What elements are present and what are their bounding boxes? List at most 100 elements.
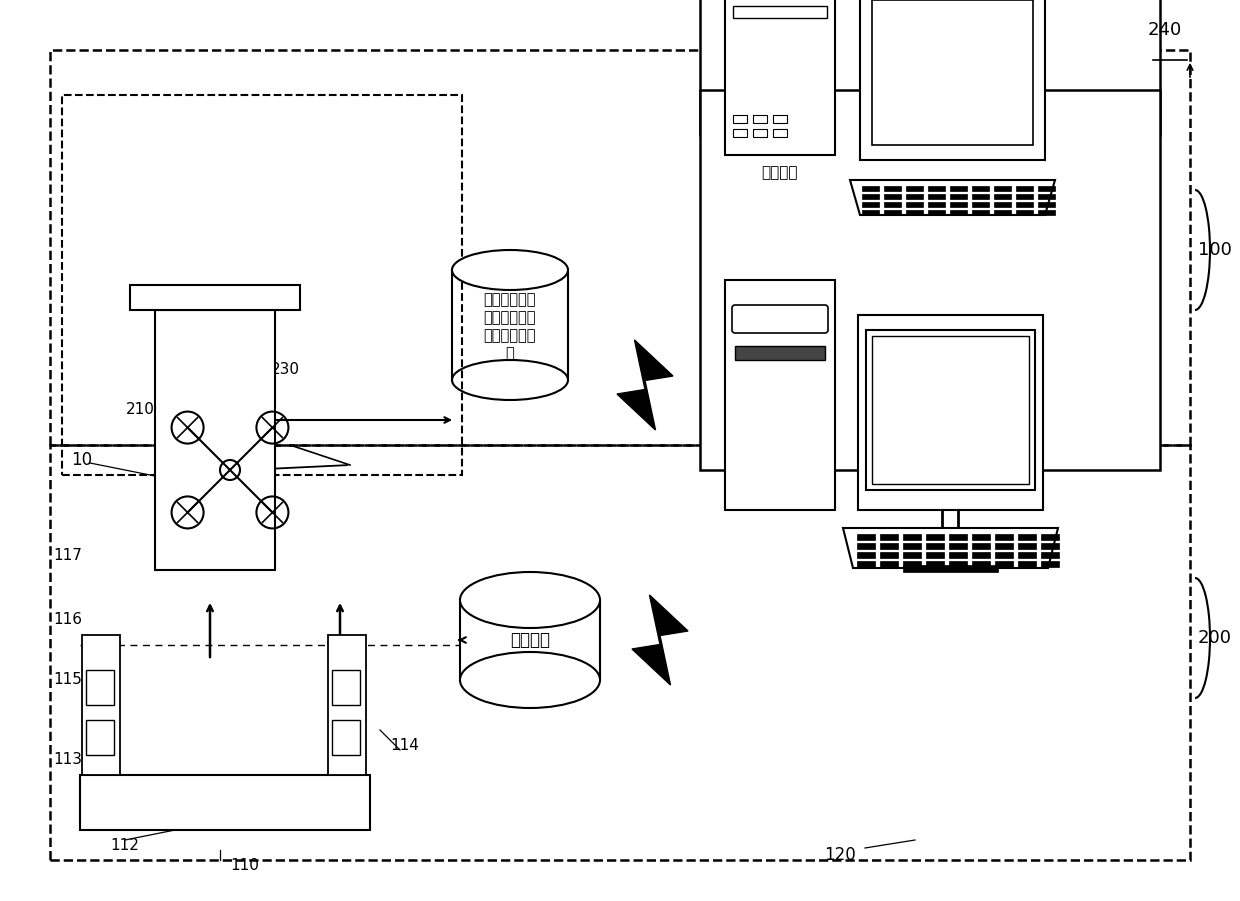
- Bar: [880, 534, 898, 540]
- Bar: [1018, 543, 1035, 549]
- Bar: [880, 552, 898, 558]
- Bar: [903, 543, 921, 549]
- Bar: [994, 534, 1013, 540]
- Bar: [773, 129, 787, 137]
- Bar: [857, 534, 875, 540]
- Bar: [733, 6, 827, 18]
- Bar: [950, 194, 967, 199]
- Text: 117: 117: [53, 548, 82, 562]
- Bar: [1018, 534, 1035, 540]
- Text: 220: 220: [181, 362, 210, 378]
- Bar: [926, 543, 944, 549]
- Bar: [884, 194, 901, 199]
- Polygon shape: [843, 528, 1058, 568]
- Bar: [972, 186, 990, 191]
- Bar: [773, 115, 787, 123]
- Bar: [725, 0, 835, 155]
- Bar: [928, 186, 945, 191]
- Bar: [1042, 561, 1059, 567]
- Bar: [701, 90, 1159, 470]
- Ellipse shape: [460, 572, 600, 628]
- Bar: [866, 330, 1035, 490]
- Text: 110: 110: [231, 858, 259, 872]
- Bar: [1016, 202, 1033, 207]
- Bar: [733, 115, 746, 123]
- Text: 113: 113: [53, 752, 83, 768]
- Bar: [50, 445, 1190, 860]
- Bar: [862, 202, 879, 207]
- Bar: [733, 129, 746, 137]
- Bar: [1016, 194, 1033, 199]
- Bar: [949, 552, 967, 558]
- Bar: [884, 186, 901, 191]
- Bar: [880, 543, 898, 549]
- Text: 100: 100: [1198, 241, 1231, 259]
- Bar: [857, 543, 875, 549]
- Bar: [86, 720, 114, 755]
- Bar: [906, 210, 923, 215]
- Bar: [735, 346, 825, 360]
- Bar: [329, 635, 366, 775]
- Bar: [928, 194, 945, 199]
- Polygon shape: [618, 340, 673, 430]
- Bar: [332, 720, 360, 755]
- Text: 230: 230: [270, 362, 300, 378]
- Bar: [972, 543, 990, 549]
- Bar: [753, 115, 768, 123]
- Polygon shape: [849, 180, 1055, 215]
- Bar: [701, 0, 1159, 135]
- Text: 112: 112: [110, 838, 139, 852]
- Bar: [130, 285, 300, 310]
- Bar: [861, 0, 1045, 160]
- Bar: [858, 315, 1043, 510]
- Bar: [972, 210, 990, 215]
- Text: 压、电流、转: 压、电流、转: [484, 311, 536, 325]
- Bar: [81, 775, 370, 830]
- Text: 240: 240: [1148, 21, 1182, 39]
- Bar: [862, 194, 879, 199]
- Bar: [175, 335, 265, 390]
- Bar: [1016, 210, 1033, 215]
- Bar: [906, 202, 923, 207]
- Bar: [1018, 552, 1035, 558]
- Bar: [994, 202, 1011, 207]
- Bar: [949, 561, 967, 567]
- Bar: [332, 670, 360, 705]
- Bar: [862, 186, 879, 191]
- Bar: [155, 310, 275, 570]
- Bar: [903, 565, 998, 572]
- Ellipse shape: [460, 652, 600, 708]
- Bar: [62, 95, 463, 475]
- Bar: [994, 552, 1013, 558]
- Text: 210: 210: [125, 403, 155, 417]
- Bar: [926, 552, 944, 558]
- Bar: [1038, 202, 1055, 207]
- Bar: [460, 600, 600, 680]
- Bar: [994, 543, 1013, 549]
- Bar: [972, 194, 990, 199]
- Bar: [1042, 552, 1059, 558]
- Bar: [972, 534, 990, 540]
- Bar: [1038, 194, 1055, 199]
- Bar: [872, 0, 1033, 145]
- Bar: [884, 210, 901, 215]
- Bar: [86, 670, 114, 705]
- Bar: [1018, 561, 1035, 567]
- Text: 115: 115: [53, 672, 82, 687]
- Bar: [949, 534, 967, 540]
- Bar: [725, 280, 835, 510]
- Bar: [994, 194, 1011, 199]
- Bar: [928, 210, 945, 215]
- Bar: [857, 552, 875, 558]
- Bar: [880, 561, 898, 567]
- Bar: [753, 129, 768, 137]
- Text: 10: 10: [72, 451, 93, 469]
- Bar: [872, 336, 1029, 484]
- Bar: [903, 552, 921, 558]
- Bar: [926, 561, 944, 567]
- Text: 116: 116: [53, 613, 83, 627]
- Bar: [972, 552, 990, 558]
- Bar: [1042, 534, 1059, 540]
- Text: 114: 114: [391, 738, 419, 752]
- Bar: [926, 534, 944, 540]
